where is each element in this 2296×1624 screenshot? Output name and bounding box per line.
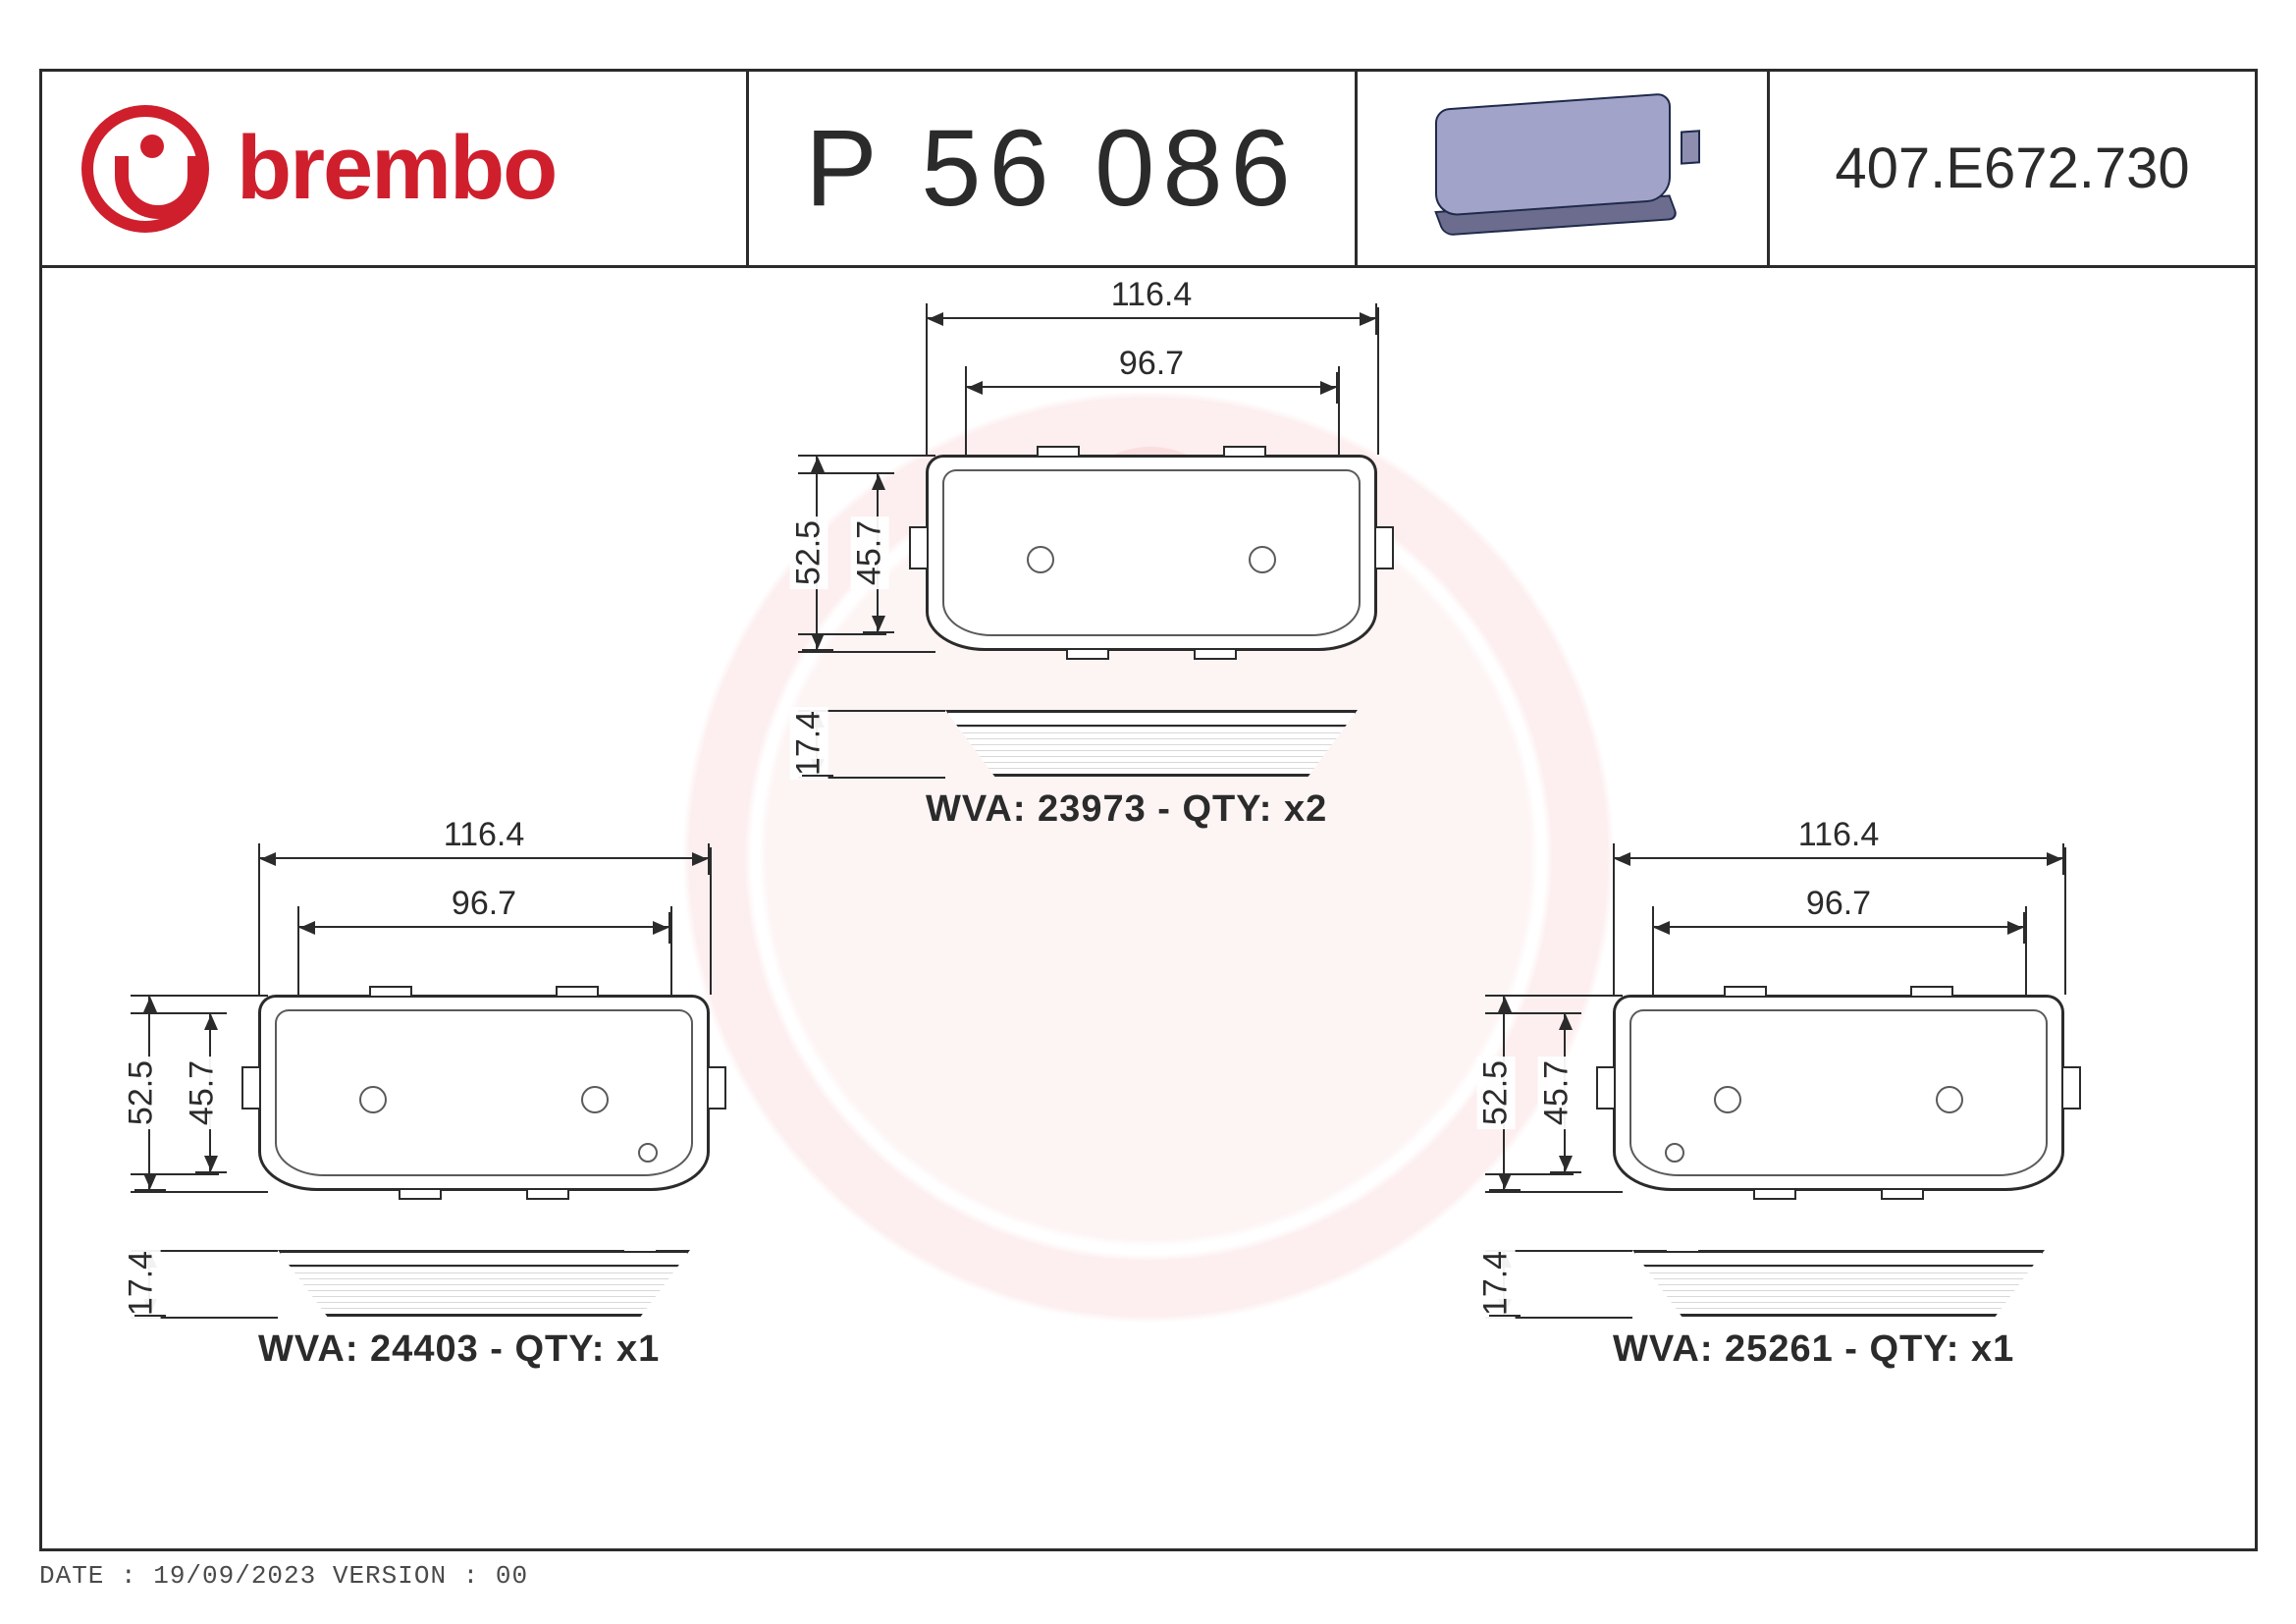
dim-value: 45.7: [1538, 1056, 1576, 1129]
dim-value: 116.4: [440, 816, 529, 854]
dim-thickness: 17.4: [816, 710, 845, 777]
dim-width-inner: 96.7: [297, 926, 670, 955]
pad-face-outline: [926, 455, 1377, 651]
brake-pad-icon: [1435, 90, 1690, 245]
dim-width-outer: 116.4: [258, 857, 710, 887]
pad-face-outline: [1613, 995, 2064, 1191]
dim-height-inner: 45.7: [877, 472, 906, 633]
dim-height-inner: 45.7: [1564, 1012, 1593, 1173]
dim-value: 45.7: [184, 1056, 222, 1129]
drawing-area: 116.4 96.7 52.5 45.7: [42, 268, 2255, 1548]
isometric-thumbnail-cell: [1358, 72, 1770, 265]
brembo-icon: [81, 105, 209, 233]
dim-value: 96.7: [1802, 885, 1875, 923]
part-number-cell: P 56 086: [749, 72, 1358, 265]
brand-cell: brembo: [42, 72, 749, 265]
pad-edge-outline: [945, 710, 1358, 777]
drawing-frame: brembo P 56 086 407.E672.730 116.: [39, 69, 2258, 1551]
dim-value: 96.7: [1115, 345, 1188, 383]
pad-caption: WVA: 25261 - QTY: x1: [1613, 1328, 2014, 1371]
dim-value: 52.5: [1477, 1056, 1516, 1129]
dim-value: 52.5: [123, 1056, 161, 1129]
pad-caption: WVA: 24403 - QTY: x1: [258, 1328, 660, 1371]
dim-value: 17.4: [790, 707, 828, 780]
dim-height-outer: 52.5: [1503, 995, 1532, 1191]
brand-name: brembo: [237, 117, 556, 220]
footer-text: DATE : 19/09/2023 VERSION : 00: [39, 1561, 528, 1591]
reference-number-cell: 407.E672.730: [1770, 72, 2255, 265]
dim-width-outer: 116.4: [926, 317, 1377, 347]
wear-sensor-icon: [622, 1231, 658, 1253]
dim-value: 116.4: [1107, 276, 1197, 314]
pad-edge-outline: [278, 1250, 690, 1317]
reference-number: 407.E672.730: [1835, 135, 2189, 201]
dim-value: 17.4: [1477, 1247, 1516, 1320]
brand-logo: brembo: [81, 105, 556, 233]
dim-width-outer: 116.4: [1613, 857, 2064, 887]
dim-height-outer: 52.5: [816, 455, 845, 651]
dim-thickness: 17.4: [1503, 1250, 1532, 1317]
dim-thickness: 17.4: [148, 1250, 178, 1317]
pad-face-outline: [258, 995, 710, 1191]
dim-value: 116.4: [1794, 816, 1884, 854]
dim-value: 52.5: [790, 516, 828, 589]
part-number: P 56 086: [805, 106, 1298, 231]
dim-value: 45.7: [851, 516, 889, 589]
dim-height-outer: 52.5: [148, 995, 178, 1191]
dim-width-inner: 96.7: [965, 386, 1338, 415]
wear-sensor-icon: [1665, 1231, 1700, 1253]
dim-value: 17.4: [123, 1247, 161, 1320]
title-block: brembo P 56 086 407.E672.730: [42, 72, 2255, 268]
dim-width-inner: 96.7: [1652, 926, 2025, 955]
pad-edge-outline: [1632, 1250, 2045, 1317]
pad-caption: WVA: 23973 - QTY: x2: [926, 788, 1327, 831]
dim-value: 96.7: [448, 885, 520, 923]
dim-height-inner: 45.7: [209, 1012, 239, 1173]
